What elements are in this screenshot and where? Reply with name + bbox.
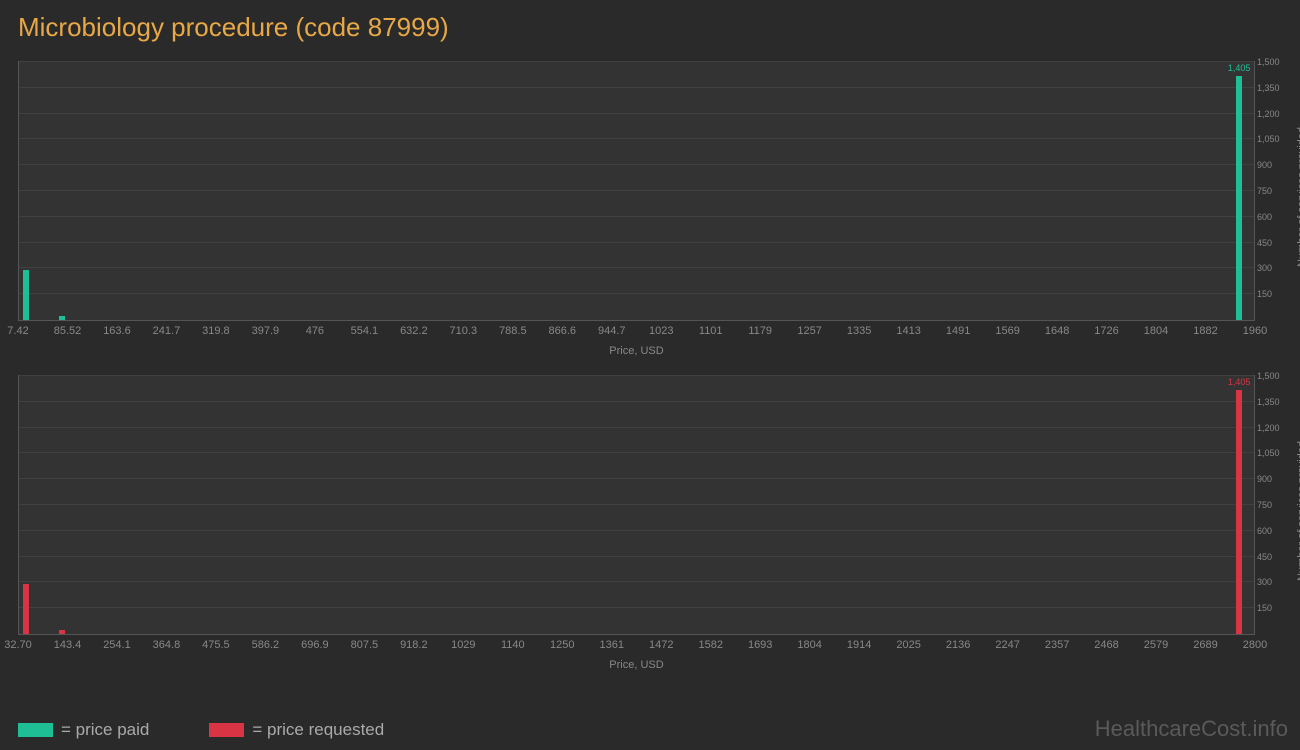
x-tick: 1101 xyxy=(699,325,723,337)
x-tick: 1250 xyxy=(550,639,574,651)
y-tick: 450 xyxy=(1257,552,1272,562)
y-tick: 600 xyxy=(1257,526,1272,536)
chart-price-requested: 1503004506007509001,0501,2001,3501,500 N… xyxy=(18,375,1255,671)
bar-value-label: 1,405 xyxy=(1228,63,1251,73)
x-tick: 2357 xyxy=(1045,639,1069,651)
legend-swatch xyxy=(18,723,53,737)
x-tick: 1413 xyxy=(896,325,920,337)
y-tick: 750 xyxy=(1257,186,1272,196)
x-tick: 866.6 xyxy=(549,325,577,337)
x-tick: 554.1 xyxy=(351,325,379,337)
x-tick: 788.5 xyxy=(499,325,527,337)
x-tick: 1693 xyxy=(748,639,772,651)
bar xyxy=(1236,76,1242,320)
y-tick: 1,050 xyxy=(1257,448,1280,458)
bar xyxy=(1236,390,1242,634)
x-tick: 1804 xyxy=(1144,325,1168,337)
x-tick: 1914 xyxy=(847,639,871,651)
x-tick: 7.42 xyxy=(7,325,28,337)
y-axis-label: Number of services provided xyxy=(1296,127,1300,267)
bar xyxy=(59,630,65,634)
watermark: HealthcareCost.info xyxy=(1095,716,1288,742)
x-tick: 1361 xyxy=(600,639,624,651)
y-tick: 600 xyxy=(1257,212,1272,222)
x-tick: 944.7 xyxy=(598,325,626,337)
x-tick: 632.2 xyxy=(400,325,428,337)
x-tick: 397.9 xyxy=(252,325,280,337)
y-tick: 150 xyxy=(1257,289,1272,299)
y-tick: 1,200 xyxy=(1257,109,1280,119)
x-tick: 586.2 xyxy=(252,639,280,651)
y-tick: 1,350 xyxy=(1257,83,1280,93)
y-tick: 1,050 xyxy=(1257,134,1280,144)
y-tick: 900 xyxy=(1257,160,1272,170)
x-tick: 476 xyxy=(306,325,324,337)
x-tick: 1491 xyxy=(946,325,970,337)
x-tick: 1179 xyxy=(748,325,772,337)
x-tick: 319.8 xyxy=(202,325,230,337)
y-tick: 750 xyxy=(1257,500,1272,510)
y-tick: 300 xyxy=(1257,263,1272,273)
bar xyxy=(59,316,65,320)
y-tick: 1,200 xyxy=(1257,423,1280,433)
y-axis-label: Number of services provided xyxy=(1296,441,1300,581)
x-tick: 1029 xyxy=(451,639,475,651)
x-tick: 32.70 xyxy=(4,639,32,651)
y-tick: 450 xyxy=(1257,238,1272,248)
legend: = price paid = price requested xyxy=(18,720,384,740)
x-tick: 85.52 xyxy=(54,325,82,337)
x-axis-label: Price, USD xyxy=(18,345,1255,357)
x-tick: 1335 xyxy=(847,325,871,337)
chart-price-paid: 1503004506007509001,0501,2001,3501,500 N… xyxy=(18,61,1255,357)
y-tick: 900 xyxy=(1257,474,1272,484)
page-title: Microbiology procedure (code 87999) xyxy=(0,0,1300,51)
bar xyxy=(23,584,29,634)
legend-item-requested: = price requested xyxy=(209,720,384,740)
x-tick: 1140 xyxy=(501,639,525,651)
bar-value-label: 1,405 xyxy=(1228,377,1251,387)
x-tick: 241.7 xyxy=(153,325,181,337)
x-tick: 2800 xyxy=(1243,639,1267,651)
y-tick: 1,350 xyxy=(1257,397,1280,407)
y-tick: 1,500 xyxy=(1257,371,1280,381)
legend-swatch xyxy=(209,723,244,737)
x-tick: 2579 xyxy=(1144,639,1168,651)
y-tick: 300 xyxy=(1257,577,1272,587)
x-tick: 1804 xyxy=(797,639,821,651)
x-tick: 1648 xyxy=(1045,325,1069,337)
x-tick: 2136 xyxy=(946,639,970,651)
x-tick: 475.5 xyxy=(202,639,230,651)
x-tick: 163.6 xyxy=(103,325,131,337)
y-tick: 1,500 xyxy=(1257,57,1280,67)
x-tick: 2468 xyxy=(1094,639,1118,651)
legend-item-paid: = price paid xyxy=(18,720,149,740)
x-axis-label: Price, USD xyxy=(18,659,1255,671)
x-tick: 1023 xyxy=(649,325,673,337)
y-tick: 150 xyxy=(1257,603,1272,613)
x-tick: 2025 xyxy=(896,639,920,651)
x-tick: 1569 xyxy=(995,325,1019,337)
x-tick: 1582 xyxy=(698,639,722,651)
x-tick: 254.1 xyxy=(103,639,131,651)
x-tick: 1960 xyxy=(1243,325,1267,337)
x-tick: 364.8 xyxy=(153,639,181,651)
x-tick: 2689 xyxy=(1193,639,1217,651)
x-tick: 710.3 xyxy=(450,325,478,337)
x-tick: 1257 xyxy=(797,325,821,337)
x-tick: 918.2 xyxy=(400,639,428,651)
legend-label: = price requested xyxy=(252,720,384,740)
x-tick: 807.5 xyxy=(351,639,379,651)
x-tick: 696.9 xyxy=(301,639,329,651)
x-tick: 1472 xyxy=(649,639,673,651)
x-tick: 1726 xyxy=(1094,325,1118,337)
x-tick: 1882 xyxy=(1193,325,1217,337)
x-tick: 2247 xyxy=(995,639,1019,651)
x-tick: 143.4 xyxy=(54,639,82,651)
bar xyxy=(23,270,29,320)
legend-label: = price paid xyxy=(61,720,149,740)
